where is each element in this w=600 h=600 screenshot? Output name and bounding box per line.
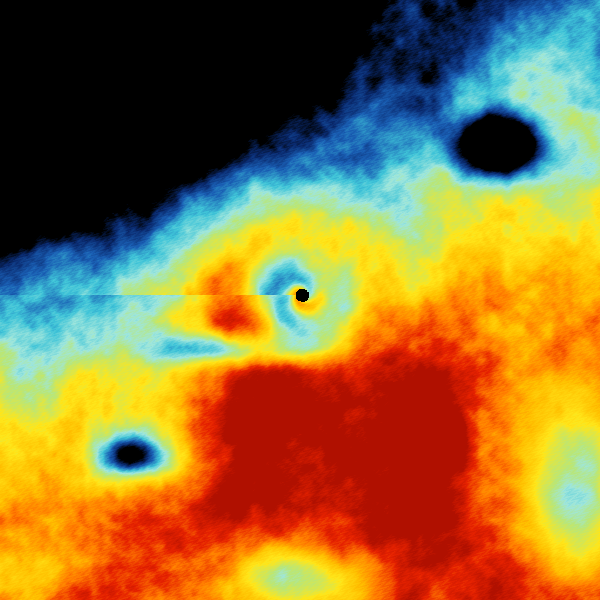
satellite-image-viewer: Enhanced Infrared Satellite Image — Trop… (0, 0, 600, 600)
infrared-satellite-image (0, 0, 600, 600)
